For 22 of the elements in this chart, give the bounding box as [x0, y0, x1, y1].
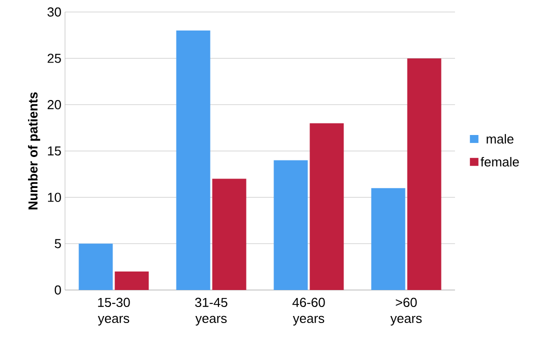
x-tick-label: 31-45 years [195, 298, 228, 326]
y-tick-label: 15 [48, 146, 61, 156]
bar [371, 188, 406, 290]
x-tick-label: 46-60 years [292, 298, 325, 326]
y-tick-label: 20 [48, 100, 61, 110]
bar [78, 244, 113, 290]
bar [274, 160, 308, 290]
legend-label: female [480, 156, 519, 167]
bar [176, 30, 210, 290]
bar [114, 271, 149, 290]
y-axis-title: Number of patients [28, 92, 40, 210]
legend-label: male [486, 134, 514, 144]
y-tick-label: 0 [54, 285, 61, 295]
bar [407, 58, 442, 290]
y-tick-label: 10 [48, 192, 61, 202]
y-tick-label: 30 [48, 7, 61, 17]
y-tick-label: 5 [54, 239, 61, 248]
y-tick-label: 25 [48, 54, 61, 63]
bar [310, 123, 344, 290]
x-tick-label: 15-30 years [98, 298, 130, 326]
bar [212, 178, 246, 290]
x-tick-label: >60 years [390, 298, 422, 326]
